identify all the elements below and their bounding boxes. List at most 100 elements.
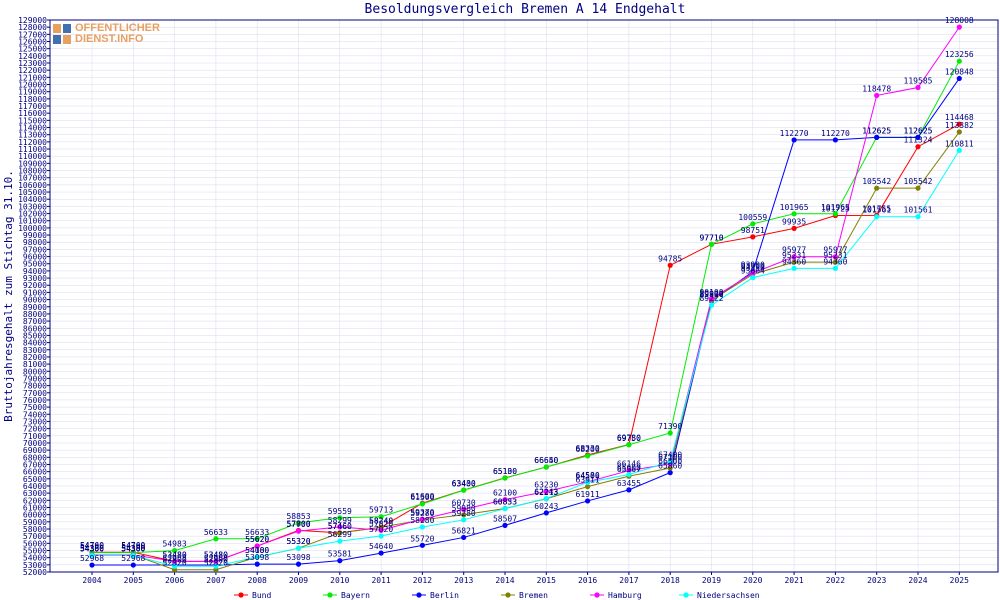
y-tick-label: 56000: [23, 539, 47, 548]
data-point-bayern: [419, 501, 425, 507]
data-point-bayern: [295, 520, 302, 526]
data-point-bayern: [378, 514, 384, 520]
data-point-hamburg: [874, 92, 880, 99]
y-tick-label: 123000: [18, 59, 47, 68]
y-tick-label: 70000: [23, 439, 47, 448]
data-point-berlin: [585, 498, 591, 504]
data-label-bremen: 54080: [245, 546, 269, 555]
data-label-niedersachsen: 57020: [369, 525, 393, 534]
data-point-hamburg: [337, 524, 343, 530]
y-tick-label: 127000: [18, 30, 47, 39]
data-label-hamburg: 128008: [945, 16, 974, 25]
data-label-niedersachsen: 65600: [617, 464, 641, 473]
data-point-hamburg: [956, 24, 962, 30]
legend-swatch-marker: [505, 592, 511, 598]
data-label-hamburg: 66146: [617, 460, 641, 469]
data-label-niedersachsen: 59280: [452, 509, 476, 518]
x-axis-ticks: 2004 2005 2006 2007 2008 2009 2010 2011 2012 2013…: [82, 572, 969, 585]
data-label-bremen: 93530: [741, 263, 765, 272]
legend-label-bund: Bund: [252, 591, 271, 600]
data-label-bremen: 59980: [452, 504, 476, 513]
legend-swatch-marker: [594, 592, 600, 598]
data-point-niedersachsen: [956, 147, 962, 153]
data-point-niedersachsen: [667, 459, 673, 465]
data-label-bremen: 105542: [904, 177, 933, 186]
x-tick-label: 2005: [124, 576, 143, 585]
x-tick-label: 2017: [619, 576, 638, 585]
data-point-bremen: [337, 530, 343, 536]
data-label-bayern: 71390: [658, 422, 682, 431]
y-tick-label: 117000: [18, 102, 47, 111]
data-label-bayern: 59713: [369, 506, 393, 515]
data-point-berlin: [667, 470, 673, 476]
data-point-hamburg: [461, 506, 467, 513]
y-tick-label: 85000: [23, 331, 47, 340]
y-axis-label: Bruttojahresgehalt zum Stichtag 31.10.: [2, 170, 15, 422]
data-label-hamburg: 54380: [121, 544, 145, 553]
series-line-bayern: [92, 60, 960, 554]
y-tick-label: 124000: [18, 52, 47, 61]
y-tick-label: 113000: [18, 131, 47, 140]
data-label-bayern: 65100: [493, 467, 517, 476]
data-point-berlin: [874, 134, 880, 140]
data-label-bund: 57460: [328, 522, 352, 531]
data-point-niedersachsen: [461, 517, 467, 523]
y-tick-label: 67000: [23, 460, 47, 469]
data-label-niedersachsen: 101561: [862, 206, 891, 215]
data-label-berlin: 55720: [410, 534, 434, 543]
data-point-bund: [956, 121, 962, 127]
y-tick-label: 61000: [23, 503, 47, 512]
data-point-bremen: [461, 512, 467, 518]
data-point-berlin: [543, 510, 549, 516]
chart-title: Besoldungsvergleich Bremen A 14 Endgehal…: [365, 2, 686, 17]
data-point-niedersachsen: [708, 302, 715, 308]
y-tick-label: 55000: [23, 546, 47, 555]
data-point-berlin: [502, 522, 508, 528]
data-label-berlin: 56821: [452, 526, 476, 535]
data-point-hamburg: [254, 543, 260, 549]
data-point-niedersachsen: [626, 471, 632, 478]
y-tick-label: 107000: [18, 174, 47, 183]
data-label-bund: 94785: [658, 254, 682, 263]
data-label-berlin: 53098: [286, 553, 310, 562]
y-tick-label: 100000: [18, 224, 47, 233]
data-point-bund: [667, 262, 673, 268]
y-tick-label: 120000: [18, 81, 47, 90]
y-tick-label: 54000: [23, 554, 47, 563]
data-label-berlin: 52968: [163, 554, 187, 563]
data-label-niedersachsen: 54300: [80, 545, 104, 554]
data-point-bayern: [585, 453, 591, 459]
data-label-niedersachsen: 67400: [658, 451, 682, 460]
y-tick-label: 82000: [23, 353, 47, 362]
y-tick-label: 62000: [23, 496, 47, 505]
data-label-bund: 63430: [452, 479, 476, 488]
data-label-berlin: 65860: [658, 462, 682, 471]
data-label-bayern: 56633: [245, 528, 269, 537]
data-point-hamburg: [750, 270, 756, 276]
x-tick-label: 2012: [413, 576, 432, 585]
data-point-niedersachsen: [750, 275, 756, 281]
data-point-niedersachsen: [172, 563, 178, 569]
y-tick-label: 86000: [23, 324, 47, 333]
y-tick-label: 122000: [18, 66, 47, 75]
data-point-hamburg: [543, 488, 549, 495]
data-label-bayern: 112625: [862, 126, 891, 135]
data-point-bremen: [915, 185, 921, 191]
y-tick-label: 128000: [18, 23, 47, 32]
data-label-bund: 111324: [904, 136, 933, 145]
data-label-hamburg: 53480: [163, 550, 187, 559]
y-tick-label: 118000: [18, 95, 47, 104]
data-point-bremen: [832, 259, 839, 265]
x-tick-label: 2015: [537, 576, 556, 585]
data-point-berlin: [254, 561, 260, 567]
data-label-hamburg: 55620: [245, 535, 269, 544]
y-tick-label: 99000: [23, 231, 47, 240]
data-label-bayern: 68200: [576, 445, 600, 454]
data-label-niedersachsen: 93064: [741, 267, 765, 276]
plot-frame: [49, 19, 999, 573]
data-point-hamburg: [172, 558, 178, 564]
data-label-bund: 61600: [410, 492, 434, 501]
data-point-niedersachsen: [254, 554, 260, 560]
legend-swatch-marker: [683, 592, 689, 598]
